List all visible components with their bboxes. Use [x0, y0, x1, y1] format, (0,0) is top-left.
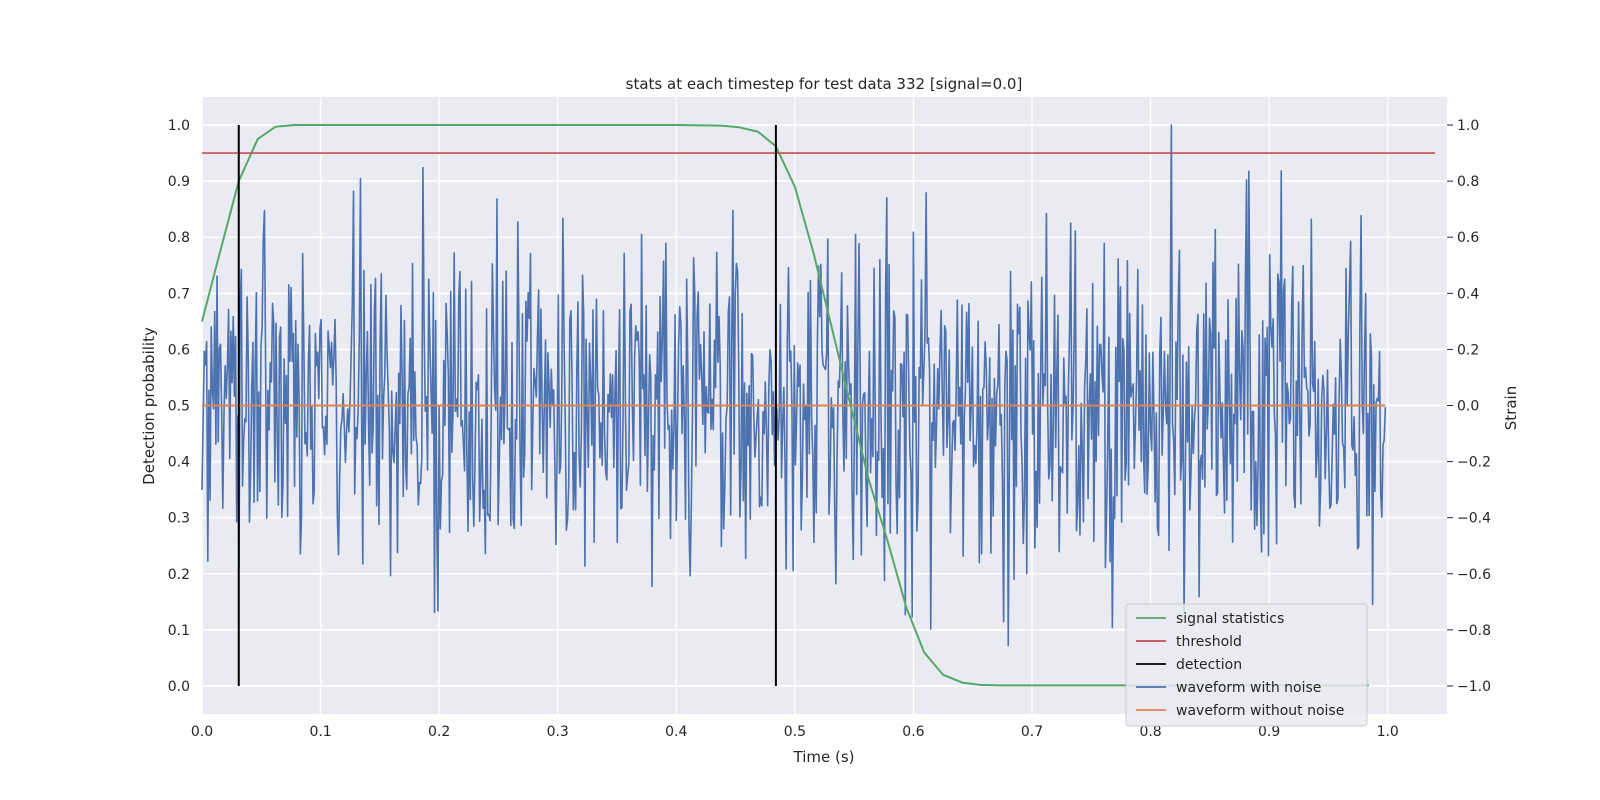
y-tick-label: 0.7 [168, 286, 190, 302]
x-tick-labels: 0.0 0.1 0.2 0.3 0.4 0.5 0.6 0.7 0.8 0.9 1.0 [191, 724, 1399, 740]
y-tick-label: 0.0 [168, 679, 190, 695]
y2-tick-labels: −1.0 −0.8 −0.6 −0.4 −0.2 0.0 0.2 0.4 0.6 0.8 1.0 [1447, 118, 1491, 695]
y2-tick-label: 1.0 [1457, 118, 1479, 134]
x-tick-label: 0.6 [902, 724, 924, 740]
x-tick-label: 1.0 [1377, 724, 1399, 740]
y-axis-label: Detection probability [140, 327, 158, 485]
legend-label-waveform-with-noise: waveform with noise [1176, 680, 1321, 696]
x-tick-label: 0.4 [665, 724, 687, 740]
x-axis-label: Time (s) [793, 748, 855, 766]
signal-statistics-line [201, 124, 1369, 687]
y-tick-label: 0.2 [168, 567, 190, 583]
waveform-with-noise-line [201, 124, 1387, 647]
y-tick-label: 0.8 [168, 230, 190, 246]
waveform-with-noise-layer [201, 124, 1387, 647]
y-tick-label: 0.3 [168, 511, 190, 527]
y-tick-label: 0.5 [168, 399, 190, 415]
x-tick-label: 0.9 [1258, 724, 1280, 740]
y2-tick-label: −0.6 [1457, 567, 1491, 583]
y2-tick-label: 0.4 [1457, 286, 1479, 302]
y2-axis-label: Strain [1502, 386, 1520, 430]
x-tick-label: 0.2 [428, 724, 450, 740]
y-tick-label: 0.4 [168, 455, 190, 471]
y-tick-labels: 0.0 0.1 0.2 0.3 0.4 0.5 0.6 0.7 0.8 0.9 1.0 [168, 118, 190, 695]
legend-box [1125, 603, 1368, 727]
y-tick-label: 0.6 [168, 342, 190, 358]
x-tick-label: 0.7 [1021, 724, 1043, 740]
x-tick-label: 0.1 [309, 724, 331, 740]
legend-label-threshold: threshold [1176, 634, 1242, 650]
y2-tick-label: −0.4 [1457, 511, 1491, 527]
y-tick-label: 0.9 [168, 174, 190, 190]
y2-tick-label: 0.8 [1457, 174, 1479, 190]
y2-tick-label: 0.6 [1457, 230, 1479, 246]
x-tick-label: 0.3 [547, 724, 569, 740]
x-tick-label: 0.5 [784, 724, 806, 740]
legend: signal statistics threshold detection wa… [1125, 603, 1368, 727]
signal-statistics-layer [201, 124, 1369, 687]
x-tick-label: 0.0 [191, 724, 213, 740]
y-tick-label: 0.1 [168, 623, 190, 639]
detection-layer [237, 125, 777, 686]
y2-tick-label: −1.0 [1457, 679, 1491, 695]
y2-tick-label: −0.8 [1457, 623, 1491, 639]
legend-label-signal-statistics: signal statistics [1176, 611, 1284, 627]
y2-tick-label: 0.2 [1457, 342, 1479, 358]
y2-tick-label: 0.0 [1457, 399, 1479, 415]
y-tick-label: 1.0 [168, 118, 190, 134]
chart-title: stats at each timestep for test data 332… [626, 75, 1023, 93]
legend-label-waveform-without-noise: waveform without noise [1176, 703, 1344, 719]
legend-label-detection: detection [1176, 657, 1242, 673]
y2-tick-label: −0.2 [1457, 455, 1491, 471]
x-tick-label: 0.8 [1139, 724, 1161, 740]
